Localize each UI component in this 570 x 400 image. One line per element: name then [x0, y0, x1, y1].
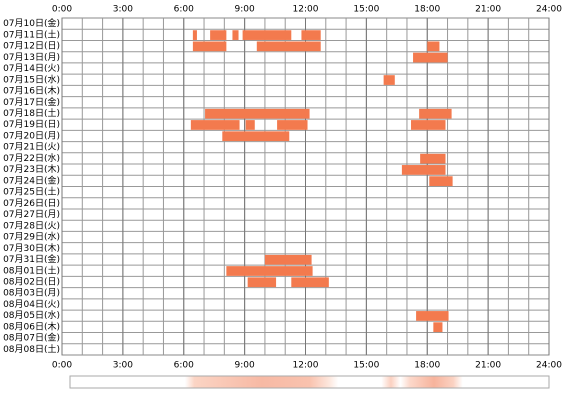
row-label: 07月21日(火) [3, 142, 60, 153]
x-tick-label-bottom: 9:00 [235, 361, 255, 371]
x-tick-label-top: 6:00 [174, 5, 194, 15]
activity-bar [247, 277, 277, 288]
x-tick-label-top: 18:00 [414, 5, 440, 15]
row-label: 07月19日(日) [3, 119, 60, 130]
row-label: 08月05日(水) [3, 309, 60, 321]
x-tick-label-top: 15:00 [353, 5, 379, 15]
activity-bar [433, 322, 443, 333]
activity-bar [291, 277, 329, 288]
x-tick-label-bottom: 15:00 [353, 361, 379, 371]
row-label: 08月06日(木) [3, 320, 60, 332]
activity-bar [383, 75, 395, 85]
row-label: 07月10日(金) [3, 17, 60, 29]
row-label: 08月04日(火) [3, 299, 60, 310]
activity-bar [226, 266, 313, 276]
activity-bar [205, 108, 310, 119]
activity-bar [420, 153, 446, 164]
row-label: 07月16日(木) [3, 85, 60, 97]
activity-bar [413, 52, 448, 63]
activity-bar [222, 131, 290, 142]
x-tick-label-bottom: 12:00 [293, 361, 319, 371]
activity-bar [427, 41, 440, 52]
row-label: 07月22日(水) [3, 152, 60, 164]
activity-bar [264, 254, 312, 265]
row-label: 07月12日(日) [3, 41, 60, 52]
activity-bar [192, 41, 227, 52]
row-label: 08月01日(土) [3, 264, 60, 276]
row-label: 07月29日(水) [3, 231, 60, 243]
x-tick-label-bottom: 21:00 [475, 361, 501, 371]
x-tick-label-top: 0:00 [52, 5, 72, 15]
heat-strip [69, 375, 550, 389]
row-label: 08月07日(金) [3, 332, 60, 344]
row-label: 07月27日(月) [3, 209, 60, 220]
activity-bar [210, 30, 227, 40]
x-tick-label-top: 3:00 [113, 5, 133, 15]
row-label: 08月08日(土) [3, 343, 60, 355]
x-tick-label-top: 12:00 [293, 5, 319, 15]
activity-bar [429, 176, 453, 186]
activity-bar [301, 30, 321, 40]
activity-bar [256, 41, 321, 52]
row-label: 08月03日(月) [3, 288, 60, 299]
x-tick-label-bottom: 6:00 [174, 361, 194, 371]
row-label: 07月14日(火) [3, 63, 60, 74]
activity-bar [277, 120, 308, 130]
activity-bar [232, 30, 239, 40]
row-label: 07月23日(木) [3, 163, 60, 175]
activity-bar [242, 30, 292, 40]
activity-bar [192, 30, 197, 40]
activity-bar [416, 311, 449, 321]
row-label: 07月30日(木) [3, 242, 60, 254]
row-label: 07月26日(日) [3, 198, 60, 209]
row-label: 07月15日(水) [3, 73, 60, 85]
x-tick-label-bottom: 18:00 [414, 361, 440, 371]
row-label: 07月13日(月) [3, 52, 60, 63]
row-label: 07月17日(金) [3, 96, 60, 108]
row-label: 07月28日(火) [3, 220, 60, 231]
row-label: 07月20日(月) [3, 130, 60, 141]
row-label: 07月25日(土) [3, 186, 60, 198]
x-tick-label-bottom: 0:00 [52, 361, 72, 371]
row-label: 08月02日(日) [3, 276, 60, 287]
row-label: 07月31日(金) [3, 253, 60, 265]
row-label: 07月18日(土) [3, 107, 60, 119]
activity-bar [401, 165, 446, 175]
x-tick-label-top: 9:00 [235, 5, 255, 15]
activity-bar [190, 120, 240, 130]
activity-bar [419, 108, 452, 119]
row-label: 07月24日(金) [3, 174, 60, 186]
x-tick-label-top: 21:00 [475, 5, 501, 15]
activity-bar [411, 120, 446, 130]
activity-bar [245, 120, 255, 130]
x-tick-label-bottom: 3:00 [113, 361, 133, 371]
x-tick-label-top: 24:00 [536, 5, 562, 15]
row-label: 07月11日(土) [3, 28, 60, 40]
x-tick-label-bottom: 24:00 [536, 361, 562, 371]
